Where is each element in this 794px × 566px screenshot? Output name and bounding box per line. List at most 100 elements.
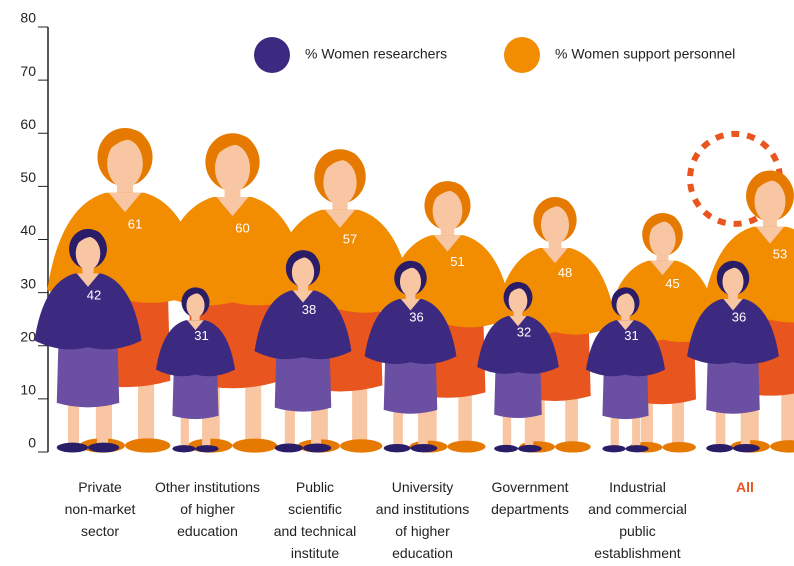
legend-label: % Women researchers <box>305 46 447 62</box>
face <box>107 139 143 188</box>
value-label: 61 <box>128 217 142 232</box>
value-label: 60 <box>235 220 249 235</box>
figure <box>585 287 666 453</box>
legend-swatch <box>254 37 290 73</box>
y-tick-label: 0 <box>28 435 36 451</box>
top <box>687 299 779 365</box>
shoe <box>410 443 438 453</box>
shoe <box>602 445 626 453</box>
shoe <box>447 440 486 453</box>
neck <box>297 282 309 295</box>
fringe <box>74 229 104 247</box>
shoe <box>555 441 591 453</box>
face <box>432 190 463 232</box>
value-label: 48 <box>558 265 572 280</box>
fringe <box>615 288 638 301</box>
neckline <box>292 290 314 303</box>
neck <box>656 251 669 266</box>
x-tick-label: Government departments <box>491 479 569 517</box>
shoe <box>518 444 542 453</box>
shoe <box>88 442 120 453</box>
x-tick-label: All <box>736 479 754 495</box>
neckline <box>542 248 568 264</box>
leg <box>311 395 322 446</box>
face <box>186 293 205 318</box>
y-tick-label: 10 <box>20 382 36 398</box>
figure <box>687 260 779 453</box>
neckline <box>617 320 634 331</box>
leg <box>672 385 685 445</box>
face <box>754 180 786 223</box>
neckline <box>187 320 204 331</box>
fringe <box>752 171 790 193</box>
value-label: 53 <box>773 246 787 261</box>
leg <box>524 404 534 447</box>
figure <box>477 282 559 453</box>
top <box>477 316 559 374</box>
y-tick-label: 60 <box>20 116 36 132</box>
value-label: 31 <box>624 328 638 343</box>
neckline <box>216 197 249 217</box>
fringe <box>321 150 362 174</box>
shoe <box>706 443 733 453</box>
value-label: 31 <box>194 328 208 343</box>
leg <box>180 405 189 448</box>
x-tick-label: Industrial and commercial public establi… <box>588 479 687 561</box>
neckline <box>324 209 356 228</box>
neckline <box>723 299 743 311</box>
leg <box>740 398 751 447</box>
leg <box>284 395 295 446</box>
top <box>156 197 309 306</box>
neck <box>728 291 738 303</box>
neck <box>513 309 523 320</box>
leg <box>202 405 211 448</box>
face <box>399 267 422 297</box>
neckline <box>433 235 462 252</box>
top <box>34 273 142 350</box>
fringe <box>430 182 467 203</box>
x-tick-label: Other institutions of higher education <box>154 479 261 539</box>
top <box>493 248 617 335</box>
top <box>254 290 352 360</box>
fringe <box>212 134 255 159</box>
top <box>155 320 236 377</box>
face <box>323 159 357 206</box>
shoe <box>733 443 760 453</box>
fringe <box>185 288 208 301</box>
fringe <box>398 261 424 277</box>
fringe <box>507 282 530 296</box>
shoe <box>340 439 383 453</box>
shoe <box>303 443 332 453</box>
leg <box>715 398 726 447</box>
neckline <box>755 226 785 244</box>
face <box>540 205 570 245</box>
face <box>616 293 635 318</box>
fringe <box>647 214 680 233</box>
top <box>585 320 666 377</box>
leg <box>418 398 428 447</box>
x-tick-label: University and institutions of higher ed… <box>375 479 470 561</box>
shoe <box>274 443 303 453</box>
neck <box>191 313 200 324</box>
face <box>75 236 101 271</box>
fringe <box>721 261 747 277</box>
neckline <box>650 260 675 276</box>
face <box>722 267 744 297</box>
leg <box>96 389 109 446</box>
value-label: 57 <box>343 231 357 246</box>
shoe <box>770 440 794 453</box>
value-label: 51 <box>450 254 464 269</box>
y-tick-label: 80 <box>20 10 36 26</box>
y-tick-label: 40 <box>20 222 36 238</box>
figure <box>34 228 142 453</box>
x-tick-label: Private non-market sector <box>64 479 136 539</box>
y-tick-label: 50 <box>20 169 36 185</box>
face <box>291 257 315 288</box>
value-label: 38 <box>302 302 316 317</box>
x-tick-label: Public scientific and technical institut… <box>273 479 357 561</box>
leg <box>393 398 403 447</box>
neckline <box>509 316 527 327</box>
shoe <box>662 441 696 453</box>
